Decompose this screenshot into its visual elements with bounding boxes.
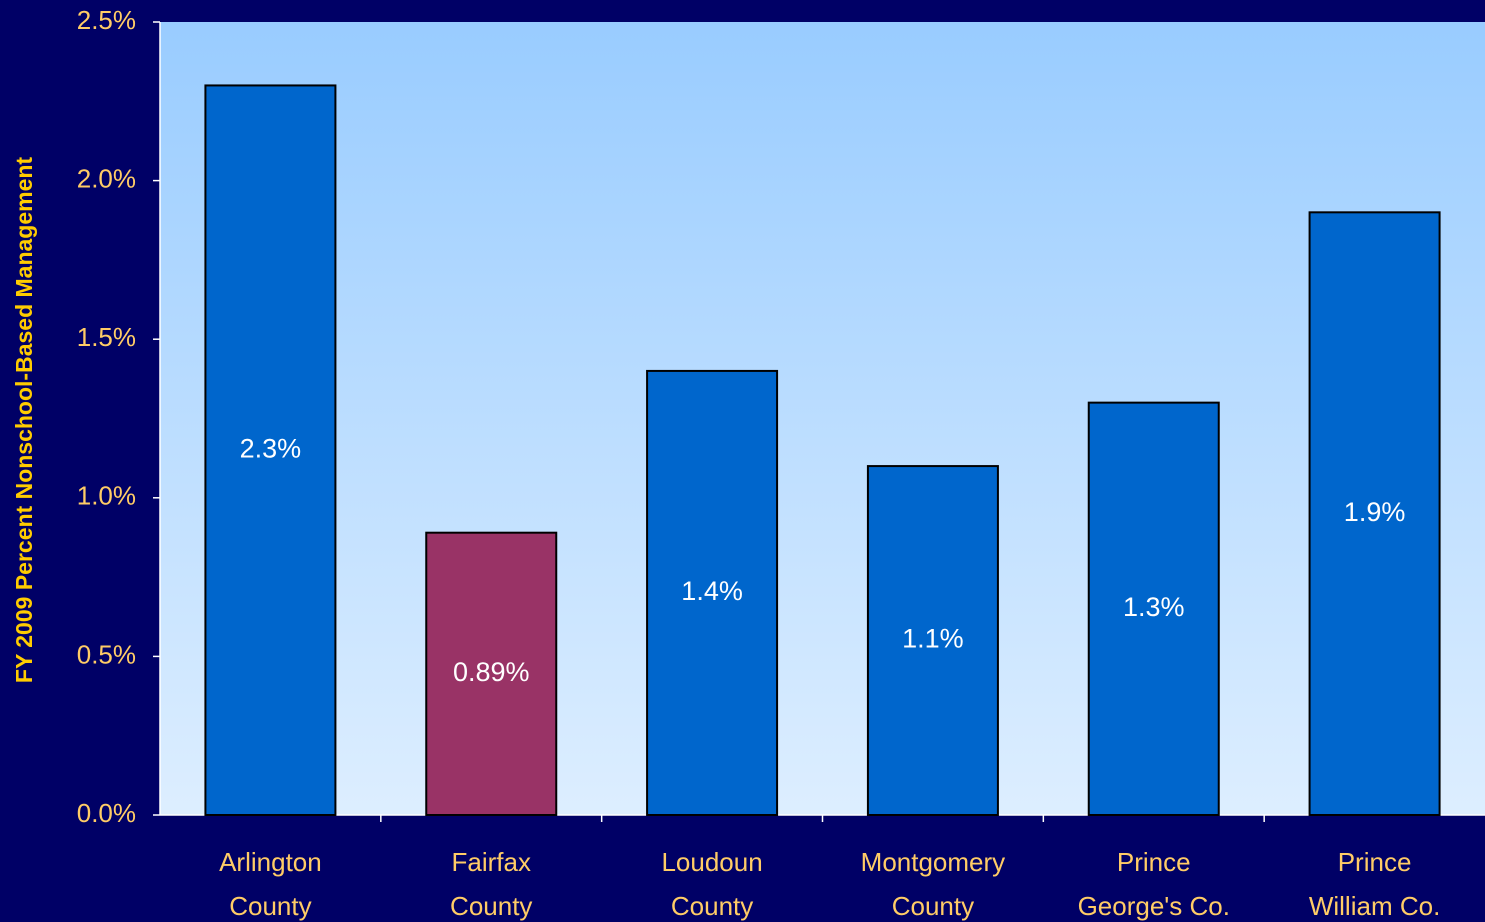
y-tick-label: 0.0% <box>77 798 136 828</box>
y-tick-label: 2.0% <box>77 163 136 193</box>
plot-area <box>160 22 1485 815</box>
value-label: 1.4% <box>681 576 743 606</box>
bar <box>1087 401 1220 816</box>
x-tick-label: Prince William Co. <box>1308 847 1441 921</box>
value-label: 2.3% <box>240 433 302 463</box>
x-tick-label: Montgomery County <box>860 847 1006 921</box>
y-tick-label: 0.5% <box>77 639 136 669</box>
x-tick-label: Loudoun County <box>661 847 763 921</box>
y-axis-title: FY 2009 Percent Nonschool-Based Manageme… <box>11 157 37 684</box>
y-tick-label: 2.5% <box>77 5 136 35</box>
y-tick-label: 1.5% <box>77 322 136 352</box>
value-label: 1.1% <box>902 624 964 654</box>
bar <box>646 369 779 816</box>
bar <box>1308 211 1441 816</box>
bar <box>866 465 999 816</box>
y-tick-label: 1.0% <box>77 481 136 511</box>
value-label: 1.3% <box>1123 592 1185 622</box>
bar <box>425 531 558 817</box>
value-label: 1.9% <box>1344 497 1406 527</box>
x-tick-label: Prince George's Co. <box>1077 847 1230 921</box>
x-tick-label: Arlington County <box>219 847 322 921</box>
x-tick-label: Fairfax County <box>450 847 533 921</box>
bar <box>204 84 337 816</box>
value-label: 0.89% <box>453 657 530 687</box>
